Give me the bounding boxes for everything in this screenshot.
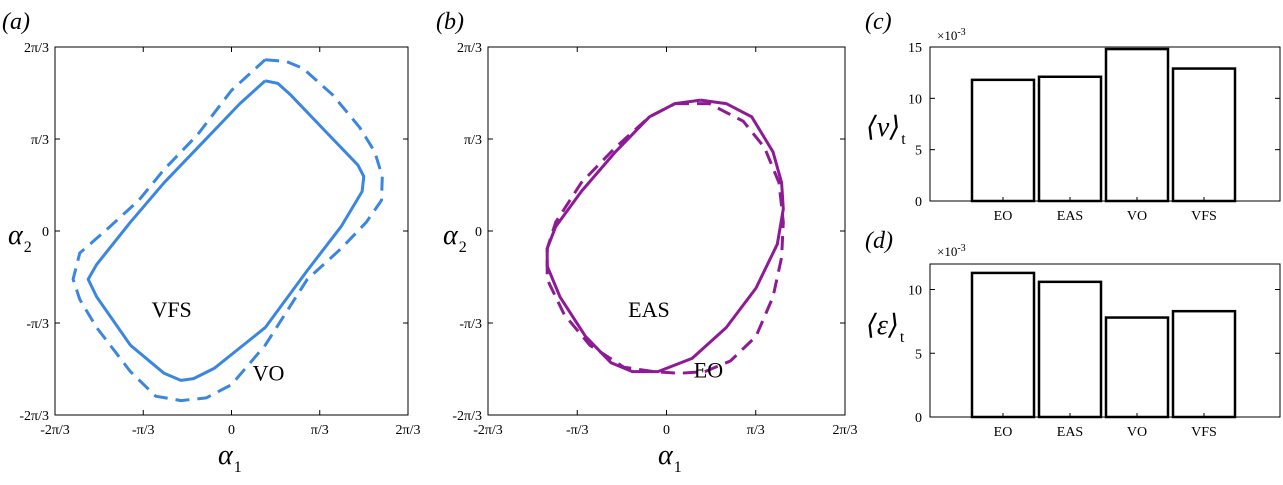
y-tick-label: 5 <box>915 347 922 362</box>
x-tick-label: VFS <box>1191 425 1217 440</box>
bar-vfs <box>1171 309 1237 419</box>
plot-frame <box>487 46 846 416</box>
y-tick-label: 2π/3 <box>24 41 49 56</box>
panel-b: (b) -2π/3 -π/3 0 π/3 2π/3 2π/3 π/3 0 -π/3 -2π/3 α1 α… <box>436 9 857 476</box>
x-tick-label: -π/3 <box>132 423 155 438</box>
y-tick-label: π/3 <box>31 133 49 148</box>
y-tick-label: -2π/3 <box>452 409 482 424</box>
annotation-eo: EO <box>694 358 723 383</box>
annotation-vo: VO <box>253 360 285 385</box>
x-tick-label: 0 <box>228 423 235 438</box>
x-tick-label: EO <box>994 209 1013 224</box>
y-multiplier: ×10-3 <box>937 243 966 259</box>
x-tick-label: -π/3 <box>566 423 589 438</box>
plot-frame <box>929 46 1281 202</box>
y-tick-label: 0 <box>42 225 49 240</box>
bar-eas <box>1037 280 1103 419</box>
y-axis-label: α2 <box>443 220 467 256</box>
x-tick-label: π/3 <box>311 423 329 438</box>
annotation-eas: EAS <box>628 297 670 322</box>
panel-d: (d) ×10-3 EO EAS VO VFS 0 5 10⟨ε⟩t <box>865 228 1281 440</box>
bar-eo <box>970 271 1036 419</box>
bar-vfs <box>1171 67 1237 203</box>
x-tick-label: π/3 <box>747 423 765 438</box>
x-tick-label: 0 <box>663 423 670 438</box>
y-tick-label: 0 <box>475 225 482 240</box>
curve-eas <box>545 98 785 374</box>
x-tick-label: VO <box>1127 209 1147 224</box>
x-tick-label: VO <box>1127 425 1147 440</box>
y-axis-label: ⟨ε⟩t <box>866 310 905 346</box>
panel-label: (b) <box>436 9 464 35</box>
bar-vo <box>1104 47 1170 203</box>
y-tick-label: 0 <box>915 411 922 426</box>
y-tick-label: 2π/3 <box>457 41 482 56</box>
x-tick-label: EO <box>994 425 1013 440</box>
x-axis-label: α1 <box>658 440 682 476</box>
y-tick-label: 10 <box>908 284 922 299</box>
panel-label: (d) <box>865 228 893 254</box>
y-tick-label: 5 <box>915 144 922 159</box>
bar-eas <box>1037 75 1103 203</box>
y-axis-label: α2 <box>8 220 32 256</box>
bar-eo <box>970 78 1036 203</box>
curve-vfs <box>86 79 366 382</box>
x-tick-label: 2π/3 <box>396 423 421 438</box>
x-tick-label: EAS <box>1057 209 1083 224</box>
x-tick-label: 2π/3 <box>833 423 858 438</box>
panel-label: (c) <box>865 9 892 35</box>
y-tick-label: -π/3 <box>459 317 482 332</box>
y-tick-label: 10 <box>908 92 922 107</box>
annotation-vfs: VFS <box>151 297 191 322</box>
panel-c: (c) ×10-3 EO EAS VO VFS 0 5 10 15 ⟨v⟩t <box>865 9 1281 224</box>
y-tick-label: 0 <box>915 195 922 210</box>
plot-frame <box>929 263 1281 418</box>
y-tick-label: π/3 <box>464 133 482 148</box>
y-tick-label: 15 <box>908 41 922 56</box>
x-tick-label: -2π/3 <box>473 423 503 438</box>
x-axis-label: α1 <box>218 440 242 476</box>
y-multiplier: ×10-3 <box>937 27 966 43</box>
panel-a: (a) -2π/3 -π/3 0 π/3 2π/3 2π/3 π/3 0 -π/3 -2π/3 α1 α… <box>2 9 420 476</box>
curve-vo <box>71 58 384 403</box>
x-tick-label: VFS <box>1191 209 1217 224</box>
x-tick-label: EAS <box>1057 425 1083 440</box>
bar-vo <box>1104 316 1170 419</box>
y-axis-label: ⟨v⟩t <box>866 112 906 148</box>
curve-eo <box>545 102 785 375</box>
y-tick-label: -π/3 <box>26 317 49 332</box>
panel-label: (a) <box>2 9 30 35</box>
y-tick-label: -2π/3 <box>19 409 49 424</box>
x-tick-label: -2π/3 <box>40 423 70 438</box>
plot-frame <box>54 46 409 416</box>
